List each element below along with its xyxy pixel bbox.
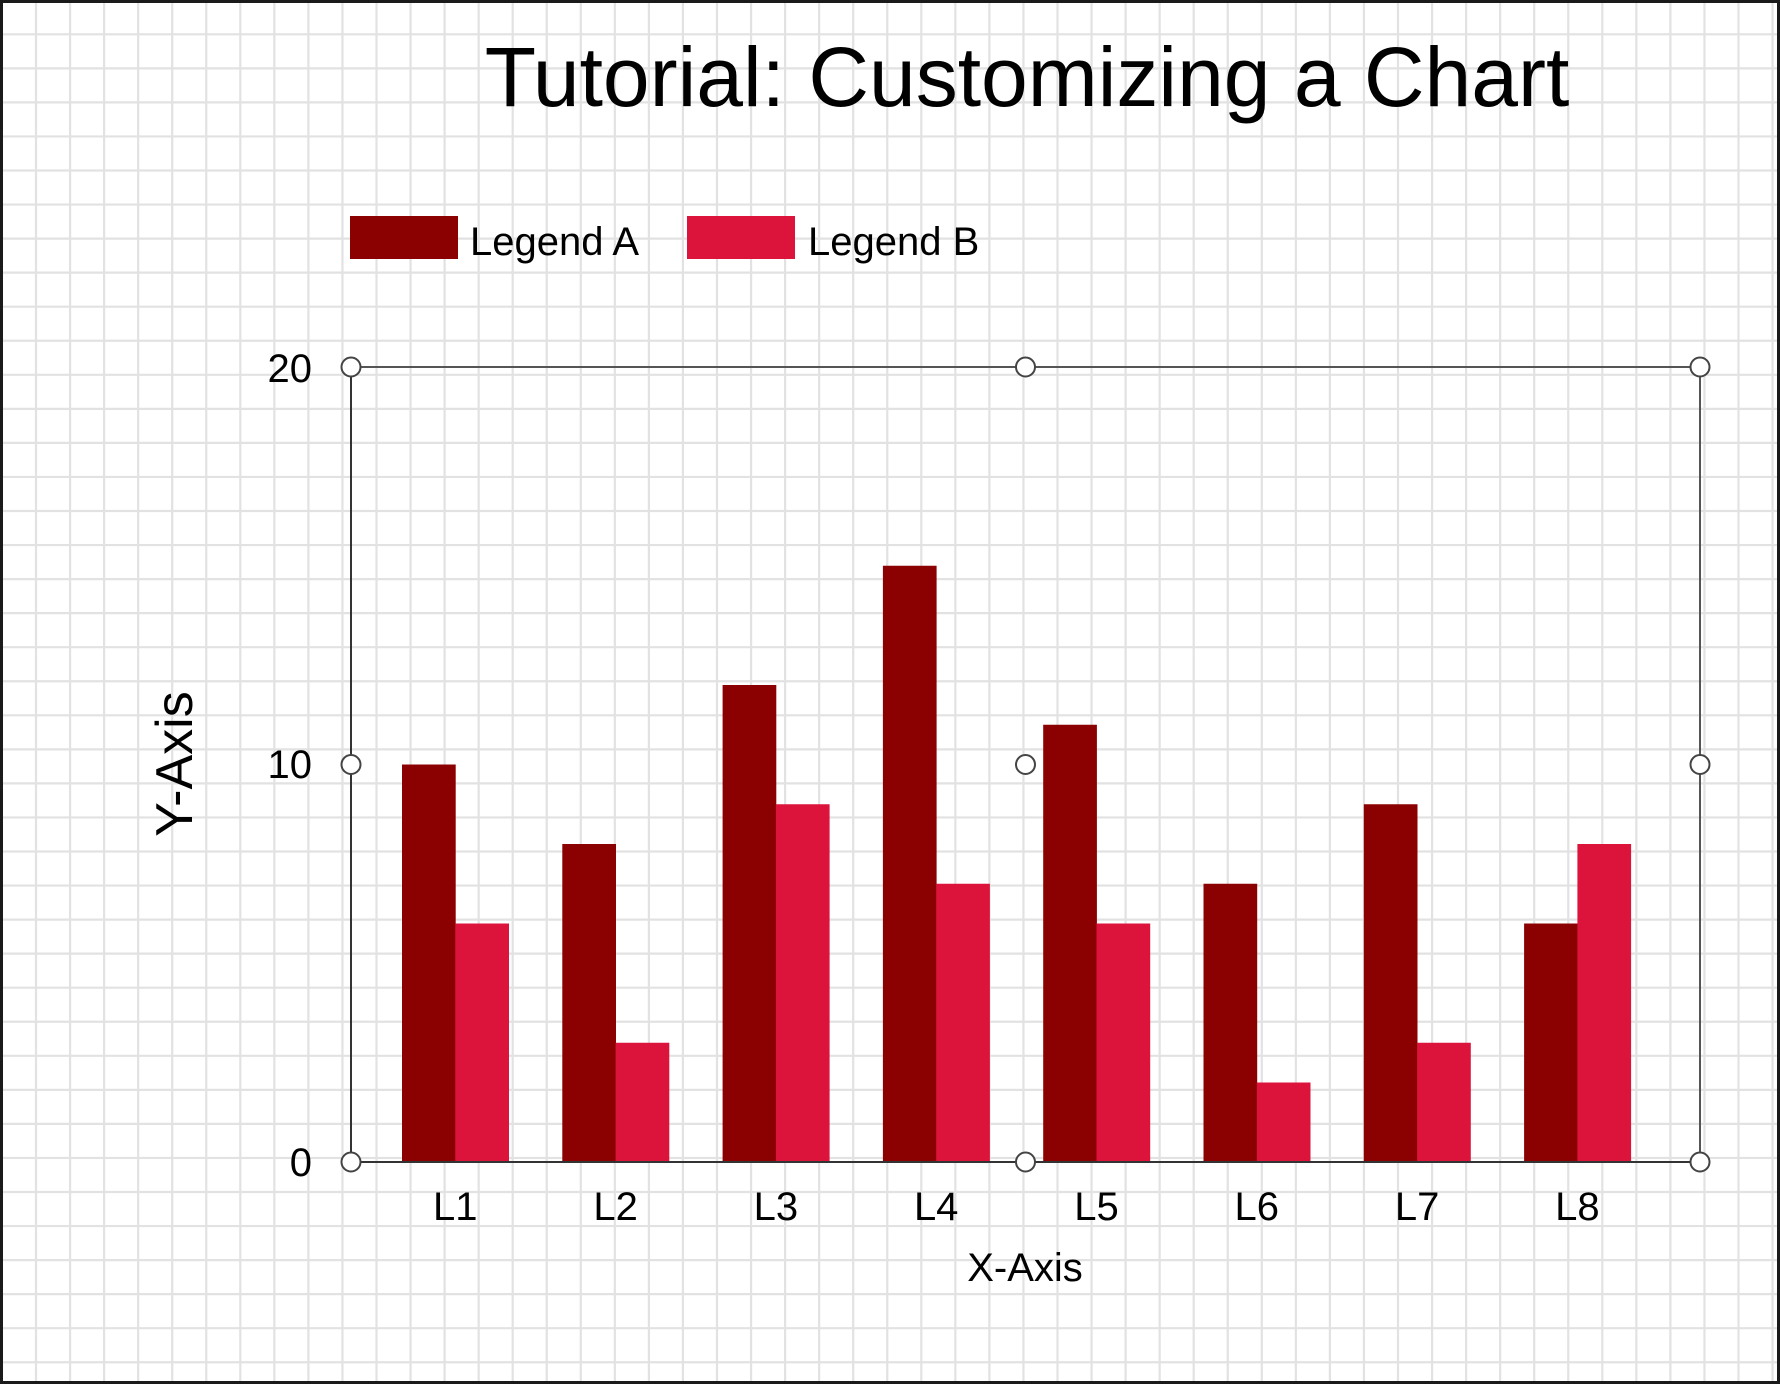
legend-label-b: Legend B <box>808 220 980 264</box>
bar-legend-a-l4[interactable] <box>882 565 937 1162</box>
resize-handle[interactable] <box>1689 754 1711 775</box>
bar-legend-b-l5[interactable] <box>1096 923 1151 1163</box>
x-tick-label: L2 <box>593 1185 638 1229</box>
bar-legend-b-l1[interactable] <box>455 923 509 1163</box>
x-tick-label: L4 <box>913 1185 959 1229</box>
legend-label-a: Legend A <box>470 220 640 264</box>
bar-legend-a-l7[interactable] <box>1363 804 1418 1162</box>
legend-swatch-b <box>687 216 795 259</box>
chart-title: Tutorial: Customizing a Chart <box>484 30 1570 124</box>
legend-swatch-a <box>350 216 458 259</box>
x-tick-label: L1 <box>433 1185 478 1229</box>
resize-handle[interactable] <box>340 1151 362 1173</box>
bar-legend-b-l8[interactable] <box>1577 844 1632 1162</box>
resize-handle[interactable] <box>1015 754 1036 775</box>
x-tick-label: L5 <box>1074 1185 1119 1229</box>
y-tick-label-0: 0 <box>289 1141 312 1185</box>
bar-legend-a-l3[interactable] <box>722 685 777 1162</box>
bar-legend-b-l3[interactable] <box>775 804 830 1162</box>
y-tick-label-10: 10 <box>267 743 313 787</box>
resize-handle[interactable] <box>340 754 362 775</box>
bar-legend-a-l8[interactable] <box>1524 923 1578 1163</box>
bar-legend-a-l5[interactable] <box>1043 724 1097 1162</box>
y-tick-label-20: 20 <box>267 347 313 391</box>
resize-handle[interactable] <box>340 356 362 378</box>
x-axis-title: X-Axis <box>967 1246 1083 1290</box>
x-tick-label: L3 <box>753 1185 799 1229</box>
resize-handle[interactable] <box>1689 1151 1711 1173</box>
bar-legend-b-l7[interactable] <box>1417 1042 1471 1162</box>
resize-handle[interactable] <box>1689 356 1711 378</box>
bar-legend-b-l4[interactable] <box>936 883 990 1162</box>
bar-legend-a-l1[interactable] <box>402 764 456 1163</box>
bar-legend-b-l6[interactable] <box>1256 1082 1311 1163</box>
resize-handle[interactable] <box>1015 1151 1036 1173</box>
y-axis-title: Y-Axis <box>146 691 204 837</box>
x-tick-label: L7 <box>1394 1185 1440 1229</box>
bar-legend-a-l2[interactable] <box>562 844 616 1162</box>
bar-legend-b-l2[interactable] <box>615 1042 670 1162</box>
x-tick-label: L8 <box>1555 1185 1600 1229</box>
bar-legend-a-l6[interactable] <box>1203 883 1258 1162</box>
resize-handle[interactable] <box>1015 356 1036 378</box>
x-tick-label: L6 <box>1234 1185 1280 1229</box>
